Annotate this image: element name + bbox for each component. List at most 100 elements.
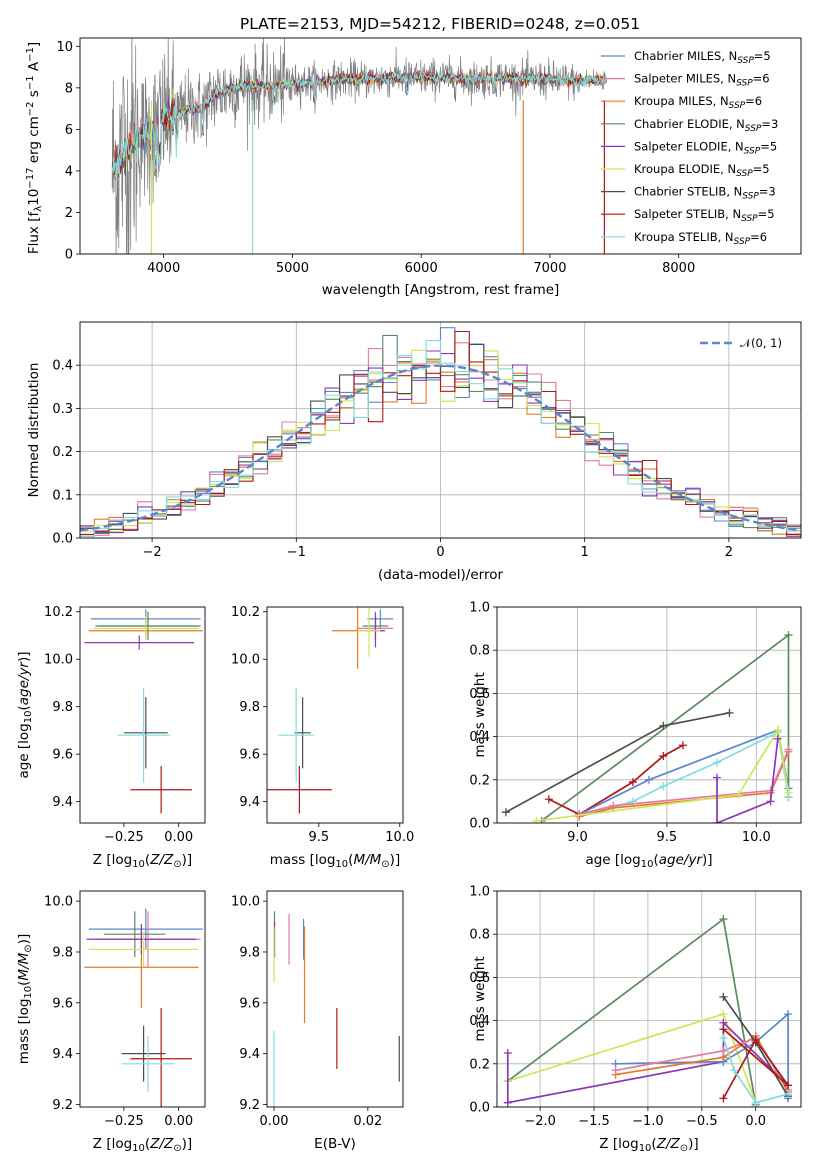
x-tick-label: 9.0 bbox=[567, 830, 588, 845]
y-tick-label: 10.0 bbox=[44, 653, 73, 668]
mass-weight-marker bbox=[532, 816, 541, 823]
axes-frame bbox=[266, 890, 404, 1108]
mass-weight-marker bbox=[784, 1090, 793, 1099]
y-tick-label: 10.0 bbox=[44, 895, 73, 910]
legend-entry: Chabrier MILES, NSSP=5 bbox=[634, 49, 771, 66]
y-axis-label: age [log10​(age/yr)] bbox=[16, 651, 34, 778]
mass-weight-line bbox=[722, 1028, 789, 1099]
y-axis-label: Flux [fλ​10−17​ erg cm−2​ s−1​ A−1​] bbox=[25, 42, 44, 254]
plot-area bbox=[80, 327, 801, 537]
y-tick-label: 4 bbox=[65, 164, 73, 179]
y-tick-label: 0.0 bbox=[469, 817, 490, 832]
axes-frame bbox=[79, 606, 206, 824]
mass-weight-marker bbox=[645, 775, 653, 784]
plot-area bbox=[111, 38, 608, 254]
mass-weight-marker bbox=[719, 915, 728, 924]
x-axis-label: Z [log10​(Z/Z⊙​)] bbox=[599, 1136, 698, 1154]
plot-area bbox=[84, 609, 203, 814]
mass-weight-marker bbox=[659, 782, 668, 791]
y-tick-label: 0.6 bbox=[469, 971, 490, 986]
y-tick-label: 9.4 bbox=[52, 1047, 73, 1062]
axes-frame bbox=[496, 890, 802, 1108]
age-vs-mass-panel: 9.5 10.0 9.4 9.6 9.8 10.0 10.2 mass [log10​(M/M… bbox=[231, 605, 414, 870]
mass-weight-marker bbox=[773, 734, 782, 743]
y-tick-label: 9.6 bbox=[239, 996, 260, 1011]
mass-weight-marker bbox=[611, 1066, 620, 1075]
mass-weight-line bbox=[579, 749, 790, 816]
y-tick-label: 0.0 bbox=[469, 1101, 490, 1116]
y-tick-label: 0.0 bbox=[52, 532, 73, 547]
weight-vs-age-panel: 9.0 9.5 10.0 0.0 0.2 0.4 0.6 0.8 1.0 age [log10​(… bbox=[469, 601, 802, 870]
x-tick-label: 0.0 bbox=[745, 1114, 766, 1129]
x-tick-label: −2 bbox=[143, 545, 162, 560]
mass-weight-line bbox=[716, 738, 779, 823]
y-tick-label: 10.2 bbox=[44, 605, 73, 620]
age-vs-metallicity-panel: −0.25 0.00 9.4 9.6 9.8 10.0 10.2 Z [log10​(Z/Z⊙… bbox=[16, 605, 206, 870]
residual-histogram bbox=[80, 340, 801, 537]
x-tick-label: 2 bbox=[725, 545, 733, 560]
mass-weight-marker bbox=[766, 797, 775, 806]
y-tick-label: 0.4 bbox=[469, 730, 490, 745]
x-tick-label: −0.5 bbox=[686, 1114, 718, 1129]
y-tick-label: 9.8 bbox=[239, 945, 260, 960]
x-tick-label: 5000 bbox=[276, 261, 309, 276]
y-tick-label: 9.4 bbox=[239, 1047, 260, 1062]
y-tick-label: 0.2 bbox=[52, 445, 73, 460]
x-tick-label: 1 bbox=[581, 545, 589, 560]
mass-weight-marker bbox=[784, 745, 793, 754]
spectrum-panel: 4000 5000 6000 7000 8000 0 2 4 6 8 10 Chabrier MILE… bbox=[25, 37, 802, 298]
x-tick-label: −1 bbox=[287, 545, 306, 560]
y-tick-label: 9.8 bbox=[52, 700, 73, 715]
y-tick-label: 9.6 bbox=[52, 996, 73, 1011]
mass-weight-marker bbox=[501, 808, 510, 817]
mass-weight-marker bbox=[773, 726, 782, 735]
x-tick-label: 0.02 bbox=[353, 1114, 382, 1129]
y-tick-label: 0.2 bbox=[469, 1057, 490, 1072]
x-tick-label: −1.5 bbox=[578, 1114, 610, 1129]
y-tick-label: 0.8 bbox=[469, 644, 490, 659]
y-tick-label: 1.0 bbox=[469, 885, 490, 900]
y-axis-label: mass weight bbox=[472, 956, 488, 1041]
y-tick-label: 9.2 bbox=[239, 1098, 260, 1113]
normal-curve bbox=[80, 364, 799, 532]
plot-area bbox=[503, 915, 793, 1107]
mass-weight-marker bbox=[719, 1025, 728, 1034]
x-tick-label: −0.25 bbox=[104, 1114, 144, 1129]
legend-entry: Salpeter MILES, NSSP=6 bbox=[634, 72, 770, 89]
y-tick-label: 1.0 bbox=[469, 601, 490, 616]
x-tick-label: 9.5 bbox=[308, 830, 329, 845]
axes-frame bbox=[79, 37, 802, 255]
y-tick-label: 0 bbox=[65, 248, 73, 263]
x-axis-label: wavelength [Angstrom, rest frame] bbox=[322, 282, 560, 298]
mass-weight-marker bbox=[659, 752, 668, 761]
y-tick-label: 0.4 bbox=[52, 359, 73, 374]
y-tick-label: 0.1 bbox=[52, 488, 73, 503]
x-axis-label: mass [log10​(M/M⊙​)] bbox=[270, 852, 400, 870]
x-tick-label: 8000 bbox=[662, 261, 695, 276]
x-axis-label: Z [log10​(Z/Z⊙​)] bbox=[93, 852, 192, 870]
residual-histogram bbox=[80, 343, 801, 532]
mass-weight-marker bbox=[719, 992, 728, 1001]
mass-weight-marker bbox=[784, 1081, 793, 1090]
axes-frame bbox=[266, 606, 404, 824]
mass-weight-marker bbox=[734, 790, 743, 799]
legend-entry: Kroupa STELIB, NSSP=6 bbox=[634, 230, 767, 247]
mass-weight-marker bbox=[766, 786, 775, 795]
mass-weight-marker bbox=[678, 741, 687, 750]
y-tick-label: 9.4 bbox=[52, 795, 73, 810]
mass-vs-ebv-panel: 0.00 0.02 9.2 9.4 9.6 9.8 10.0 E(B-V) bbox=[231, 890, 404, 1152]
plot-area bbox=[501, 631, 793, 823]
y-axis-label: Normed distribution bbox=[26, 363, 42, 498]
mass-weight-marker bbox=[712, 773, 721, 782]
mass-weight-marker bbox=[719, 1046, 728, 1055]
x-tick-label: 6000 bbox=[405, 261, 438, 276]
x-tick-label: −2.0 bbox=[524, 1114, 556, 1129]
y-tick-label: 9.4 bbox=[239, 795, 260, 810]
x-axis-label: Z [log10​(Z/Z⊙​)] bbox=[93, 1136, 192, 1154]
mass-weight-line bbox=[536, 727, 790, 822]
mass-weight-marker bbox=[725, 708, 734, 717]
y-tick-label: 0.8 bbox=[469, 928, 490, 943]
axes-frame bbox=[79, 890, 206, 1108]
y-tick-label: 10 bbox=[56, 40, 73, 55]
y-tick-label: 10.0 bbox=[231, 653, 260, 668]
